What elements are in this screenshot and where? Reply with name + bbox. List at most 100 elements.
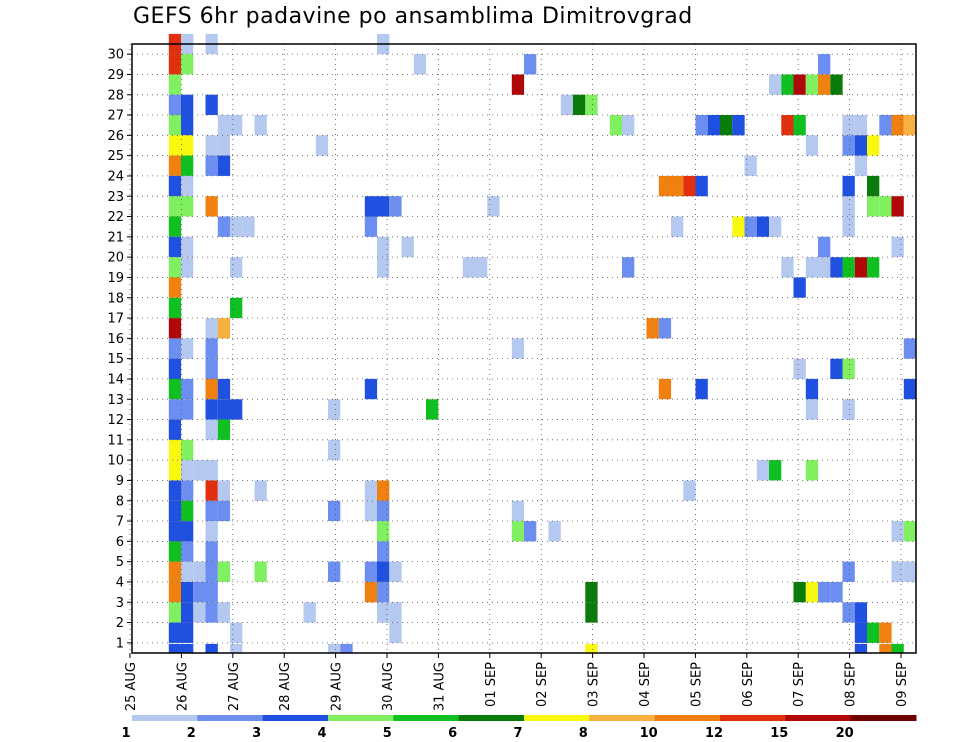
heatmap-cell: [168, 439, 182, 461]
heatmap-cell: [854, 115, 868, 136]
heatmap-cell: [805, 257, 819, 278]
heatmap-cell: [781, 115, 794, 136]
heatmap-cell: [168, 115, 182, 136]
heatmap-cell: [842, 135, 855, 156]
heatmap-cell: [585, 643, 598, 653]
heatmap-cell: [842, 175, 855, 197]
heatmap-cell: [168, 257, 182, 278]
heatmap-cell: [181, 236, 194, 258]
heatmap-cell: [181, 54, 194, 75]
heatmap-cell: [805, 135, 819, 156]
y-axis: 1234567891011121314151617181920212223242…: [107, 48, 132, 651]
heatmap-cell: [364, 378, 378, 400]
heatmap-cell: [524, 54, 537, 75]
heatmap-cell: [793, 115, 806, 136]
heatmap-cell: [658, 378, 672, 400]
heatmap-cell: [377, 500, 390, 522]
heatmap-cell: [315, 135, 329, 156]
heatmap-cell: [328, 439, 341, 461]
heatmap-cell: [364, 500, 378, 522]
heatmap-cell: [854, 155, 868, 176]
heatmap-cell: [181, 500, 194, 522]
heatmap-cell: [254, 561, 267, 582]
heatmap-cell: [805, 378, 819, 400]
colorbar-label: 8: [579, 726, 588, 741]
heatmap-cell: [585, 94, 598, 115]
heatmap-cell: [168, 135, 182, 156]
heatmap-cell: [364, 480, 378, 501]
heatmap-cell: [695, 175, 708, 197]
heatmap-cell: [181, 643, 194, 653]
y-tick-label: 13: [107, 393, 124, 408]
heatmap-cell: [181, 460, 194, 481]
heatmap-cell: [217, 378, 231, 400]
heatmap-cell: [511, 521, 525, 542]
heatmap-cell: [168, 297, 182, 319]
heatmap-cell: [242, 216, 255, 237]
heatmap-cell: [168, 541, 182, 562]
x-tick-label: 08 SEP: [844, 662, 859, 707]
heatmap-cell: [217, 561, 231, 582]
heatmap-cell: [524, 521, 537, 542]
heatmap-cell: [842, 399, 855, 420]
x-tick-label: 30 AUG: [381, 662, 396, 711]
heatmap-cell: [830, 582, 843, 603]
heatmap-cell: [671, 216, 684, 237]
heatmap-cell: [340, 643, 353, 653]
heatmap-cell: [205, 94, 218, 115]
heatmap-cell: [168, 378, 182, 400]
heatmap-cell: [805, 582, 819, 603]
y-tick-label: 17: [107, 312, 124, 327]
heatmap-cell: [891, 561, 904, 582]
heatmap-cell: [168, 419, 182, 440]
heatmap-cell: [707, 115, 721, 136]
colorbar-swatch: [197, 715, 264, 721]
heatmap-cell: [683, 175, 696, 197]
heatmap-cell: [230, 399, 243, 420]
heatmap-cell: [230, 115, 243, 136]
heatmap-cell: [573, 94, 586, 115]
colorbar-label: 1: [121, 726, 130, 741]
x-tick-label: 04 SEP: [638, 662, 653, 707]
heatmap-cell: [413, 54, 427, 75]
heatmap-cell: [168, 358, 182, 379]
heatmap-cell: [671, 175, 684, 197]
heatmap-cell: [830, 257, 843, 278]
heatmap-cell: [181, 541, 194, 562]
heatmap-cell: [769, 460, 782, 481]
heatmap-cell: [168, 480, 182, 501]
y-tick-label: 8: [116, 494, 124, 509]
colorbar-label: 2: [187, 726, 196, 741]
heatmap-cell: [511, 500, 525, 522]
x-tick-label: 26 AUG: [175, 662, 190, 711]
heatmap-cell: [842, 115, 855, 136]
y-tick-label: 10: [107, 454, 124, 469]
heatmap-cell: [377, 582, 390, 603]
colorbar-label: 15: [770, 726, 788, 741]
colorbar-label: 4: [317, 726, 326, 741]
heatmap-cell: [217, 419, 231, 440]
heatmap-cell: [389, 602, 402, 623]
heatmap-cell: [168, 318, 182, 339]
heatmap-cell: [217, 399, 231, 420]
heatmap-cell: [622, 115, 635, 136]
heatmap-cell: [181, 135, 194, 156]
heatmap-cell: [168, 216, 182, 237]
heatmap-cell: [585, 582, 598, 603]
colorbar-label: 10: [640, 726, 658, 741]
heatmap-cell: [205, 358, 218, 379]
heatmap-cell: [181, 602, 194, 623]
y-tick-label: 20: [107, 251, 124, 266]
heatmap-cell: [854, 643, 868, 653]
heatmap-cell: [377, 196, 390, 217]
heatmap-cell: [168, 155, 182, 176]
heatmap-cell: [769, 74, 782, 95]
heatmap-cell: [168, 521, 182, 542]
y-tick-label: 3: [116, 596, 124, 611]
heatmap-cell: [205, 135, 218, 156]
heatmap-cell: [732, 115, 745, 136]
heatmap-cell: [854, 135, 868, 156]
heatmap-cell: [217, 480, 231, 501]
heatmap-cell: [389, 622, 402, 643]
heatmap-cell: [377, 236, 390, 258]
